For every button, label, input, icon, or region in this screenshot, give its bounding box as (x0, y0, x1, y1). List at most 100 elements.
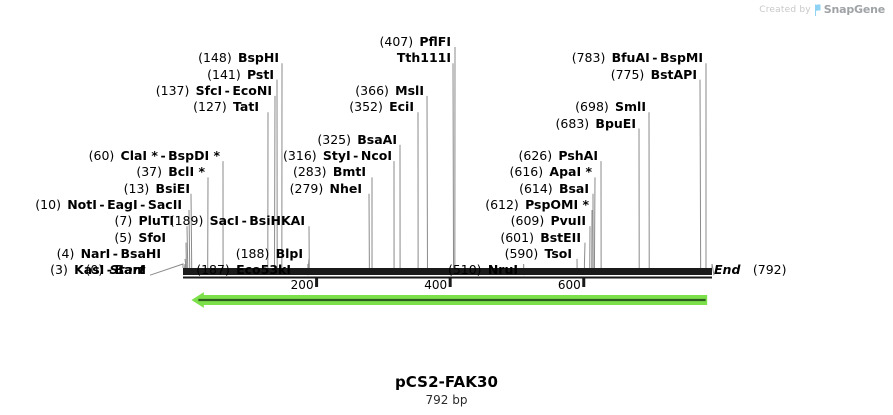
ruler-group (315, 278, 586, 287)
site-label[interactable]: (4) NarI - BsaHI (0, 245, 161, 261)
site-label[interactable]: (626) PshAI (0, 149, 598, 163)
site-label[interactable]: (188) BlpI (0, 245, 303, 261)
site-position: (616) (509, 164, 544, 180)
site-label[interactable]: (60) ClaI * - BspDI * (0, 149, 220, 163)
site-label[interactable]: (141) PstI (0, 66, 274, 82)
site-label[interactable]: (5) SfoI (0, 229, 166, 245)
leader-line (711, 263, 715, 276)
leader-line (593, 177, 596, 268)
enzyme-name: BclI * (168, 164, 205, 180)
site-position: (5) (114, 229, 133, 245)
end-text: End (714, 262, 741, 278)
site-label[interactable]: (325) BsaAI (0, 131, 397, 147)
site-label[interactable]: (148) BspHI (0, 51, 279, 65)
start-label[interactable]: (0) Start (0, 263, 145, 277)
site-label[interactable]: (366) MslI (0, 82, 424, 98)
enzyme-name: BsaAI (357, 131, 397, 147)
watermark-brand: SnapGene (823, 3, 885, 16)
site-label[interactable]: (187) Eco53kI (0, 263, 291, 277)
leader-line (452, 63, 455, 268)
site-label[interactable]: (37) BclI * (0, 165, 205, 179)
site-name-separator: - (137, 197, 148, 212)
enzyme-name: EagI (107, 197, 138, 212)
leader-line (190, 193, 193, 268)
enzyme-name: SmlI (615, 99, 646, 115)
site-label[interactable]: (189) SacI - BsiHKAI (0, 214, 305, 228)
site-name-separator: - (96, 197, 108, 212)
enzyme-name: BsaI (558, 180, 589, 196)
enzyme-name: EciI (389, 99, 414, 115)
enzyme-name: SacI (209, 213, 240, 229)
snapgene-flag-icon (814, 3, 821, 16)
site-label[interactable]: (590) TsoI (0, 245, 572, 261)
site-position: (316) (283, 148, 317, 164)
site-label[interactable]: (283) BmtI (0, 165, 366, 179)
site-label[interactable]: (683) BpuEI (0, 115, 636, 131)
site-position: (127) (193, 99, 227, 115)
plasmid-name: pCS2-FAK30 (394, 373, 499, 391)
enzyme-name: Tth111I (396, 50, 451, 66)
site-label[interactable]: (601) BstEII (0, 230, 581, 245)
enzyme-name: NotI (67, 197, 97, 212)
start-text: Start (109, 262, 145, 278)
site-label[interactable]: (13) BsiEI (0, 180, 190, 196)
site-label[interactable]: Tth111I (0, 51, 451, 65)
site-label[interactable]: (612) PspOMI * (0, 198, 589, 212)
enzyme-name: StyI (322, 148, 351, 164)
site-position: (407) (379, 34, 414, 49)
enzyme-name: SfcI (195, 82, 223, 98)
site-position: (609) (510, 213, 545, 229)
site-position: (590) (504, 245, 539, 261)
site-position: (612) (485, 197, 519, 212)
site-position: (187) (196, 262, 230, 278)
site-position: (366) (355, 82, 389, 98)
enzyme-name: PshAI (558, 148, 598, 164)
leader-lines (149, 46, 715, 276)
site-name-separator: - (350, 148, 361, 164)
site-label[interactable]: (352) EciI (0, 100, 414, 114)
ruler-tick-label-400: 400 (424, 278, 448, 292)
site-position: (13) (123, 180, 150, 196)
enzyme-name: ApaI * (549, 164, 592, 180)
site-label[interactable]: (775) BstAPI (0, 66, 697, 82)
plasmid-title-block: pCS2-FAK30 792 bp (0, 373, 893, 407)
site-label[interactable]: (137) SfcI - EcoNI (0, 82, 272, 98)
site-position: (325) (317, 131, 352, 147)
site-label[interactable]: (698) SmlI (0, 100, 646, 114)
site-label[interactable]: (7) PluTI (0, 213, 175, 229)
plasmid-length: 792 bp (425, 393, 468, 407)
site-position: (783) (571, 50, 606, 66)
enzyme-name: NheI (329, 180, 363, 196)
site-label[interactable]: (3) KasI - BanI (0, 263, 146, 277)
site-position: (141) (207, 66, 241, 82)
site-label[interactable]: (279) NheI (0, 180, 363, 196)
site-position: (352) (349, 99, 383, 115)
site-position: (698) (575, 99, 609, 115)
site-label[interactable]: (10) NotI - EagI - SacII (0, 198, 182, 212)
enzyme-name: NruI (487, 262, 518, 278)
site-label[interactable]: (127) TatI (0, 100, 259, 114)
watermark-prefix: Created by (759, 4, 811, 15)
enzyme-name: BsaHI (120, 245, 161, 261)
site-label[interactable]: (616) ApaI * (0, 165, 592, 179)
site-label[interactable]: (407) PflFI (0, 34, 452, 49)
ruler-tick (315, 278, 319, 287)
enzyme-name: BspHI (237, 50, 279, 66)
enzyme-name: Eco53kI (236, 262, 291, 278)
enzyme-name: BstAPI (650, 66, 697, 82)
enzyme-name: SfoI (138, 229, 166, 245)
enzyme-name: BlpI (275, 245, 303, 261)
enzyme-name: TsoI (544, 245, 572, 261)
enzyme-name: BpuEI (595, 115, 636, 131)
site-label[interactable]: (614) BsaI (0, 180, 589, 196)
site-label[interactable]: (316) StyI - NcoI (0, 149, 392, 163)
site-label[interactable]: (783) BfuAI - BspMI (0, 51, 703, 65)
site-label[interactable]: (609) PvuII (0, 214, 586, 228)
site-position: (7) (114, 213, 133, 229)
ruler-tick (448, 278, 452, 287)
enzyme-name: PvuII (550, 213, 586, 229)
site-position: (775) (610, 66, 645, 82)
site-label[interactable]: (510) NruI (0, 263, 518, 277)
end-label[interactable]: End (792) (714, 263, 787, 277)
